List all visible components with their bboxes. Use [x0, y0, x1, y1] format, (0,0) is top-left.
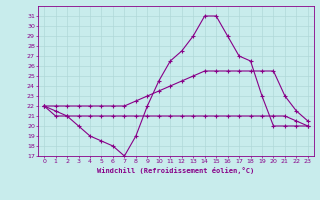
X-axis label: Windchill (Refroidissement éolien,°C): Windchill (Refroidissement éolien,°C) — [97, 167, 255, 174]
